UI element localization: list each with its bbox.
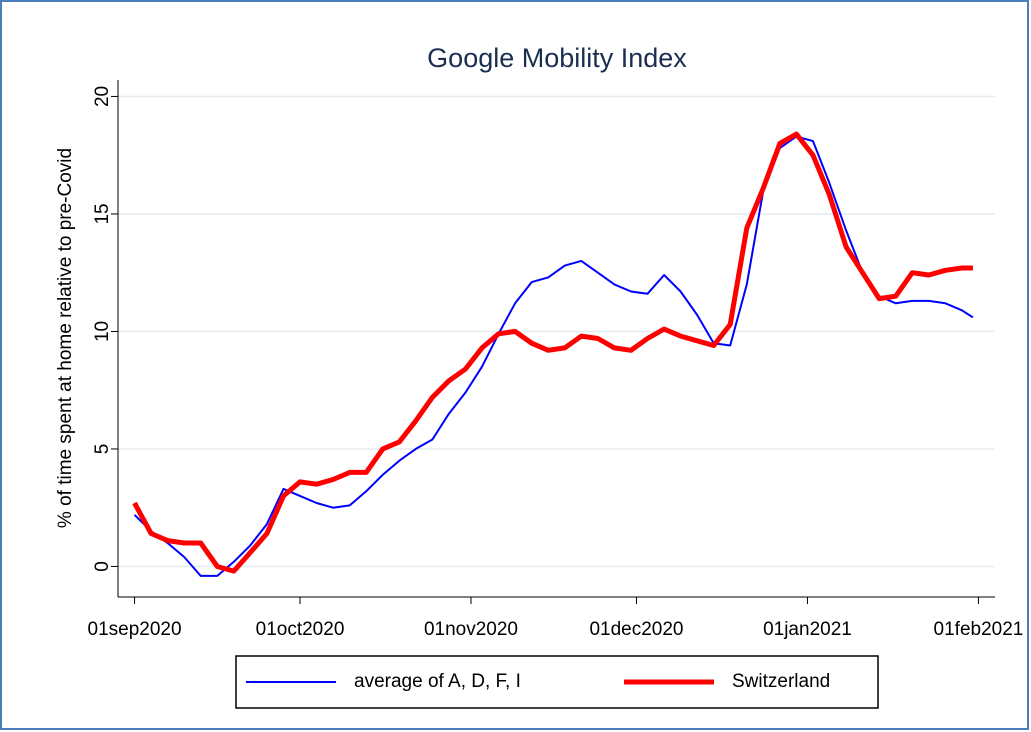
y-tick-label: 15 xyxy=(92,203,113,224)
chart-title: Google Mobility Index xyxy=(427,43,687,73)
x-tick-label: 01feb2021 xyxy=(934,619,1024,640)
legend-label: Switzerland xyxy=(732,671,830,692)
y-tick-label: 5 xyxy=(92,444,113,455)
x-tick-label: 01nov2020 xyxy=(424,619,518,640)
y-tick-label: 0 xyxy=(92,561,113,572)
y-axis-label: % of time spent at home relative to pre-… xyxy=(55,148,76,528)
line xyxy=(132,131,973,574)
y-tick-label: 20 xyxy=(92,86,113,107)
x-tick-label: 01jan2021 xyxy=(763,619,852,640)
line xyxy=(133,135,974,577)
x-tick-label: 01oct2020 xyxy=(256,619,345,640)
x-tick-label: 01sep2020 xyxy=(88,619,182,640)
y-tick-label: 10 xyxy=(92,321,113,342)
x-tick-label: 01dec2020 xyxy=(589,619,683,640)
legend-label: average of A, D, F, I xyxy=(354,671,521,692)
legend xyxy=(235,655,879,709)
